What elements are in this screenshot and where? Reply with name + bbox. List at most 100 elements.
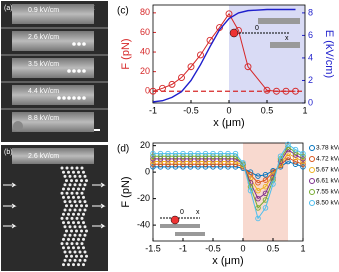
- particle: [83, 174, 87, 178]
- particle: [85, 204, 88, 208]
- particle: [67, 96, 71, 100]
- particle: [68, 208, 72, 212]
- data-point: [157, 150, 164, 157]
- data-point: [255, 205, 261, 211]
- y2-tick-label: 6: [308, 30, 313, 40]
- arrow: [3, 203, 17, 209]
- data-point: [178, 74, 185, 81]
- particle: [82, 42, 86, 46]
- particle: [68, 183, 72, 187]
- particle: [85, 179, 88, 183]
- panel-label: (c): [117, 6, 129, 17]
- particle: [72, 237, 75, 241]
- panel-label: (a): [4, 5, 13, 12]
- particle: [78, 183, 82, 187]
- data-point: [187, 63, 195, 71]
- particle: [68, 200, 72, 204]
- data-point: [262, 172, 269, 178]
- particle: [73, 225, 77, 229]
- particle: [62, 221, 65, 225]
- particle: [72, 42, 76, 46]
- particle: [65, 191, 69, 195]
- particle: [77, 187, 80, 191]
- arrow: [3, 223, 17, 229]
- inset-label: 0: [180, 209, 184, 216]
- data-point: [262, 205, 269, 211]
- data-point: [300, 153, 306, 159]
- particle: [75, 179, 78, 183]
- inset-c: 0 x: [229, 18, 300, 48]
- particle: [80, 179, 83, 183]
- data-point: [262, 177, 269, 183]
- particle: [78, 225, 82, 229]
- chart: 0 20 40 60 80 0 2 4 6 8 -1 -0.5 0 0.5 1 (c) x (μm) F (pN)…: [117, 4, 335, 129]
- y2-tick-label: 4: [308, 52, 313, 62]
- particle: [62, 237, 65, 241]
- particle: [77, 42, 81, 46]
- particle: [82, 187, 85, 191]
- particle: [62, 263, 65, 267]
- data-point: [217, 150, 224, 157]
- particle: [67, 221, 70, 225]
- data-point: [282, 87, 290, 95]
- particle: [75, 204, 78, 208]
- y-tick-label: -20: [137, 193, 150, 203]
- particle: [70, 216, 74, 220]
- inset-particle: [170, 215, 180, 225]
- particle: [72, 69, 76, 73]
- particle: [67, 69, 71, 73]
- x-tick-label: -1: [179, 243, 187, 253]
- data-point: [172, 150, 179, 157]
- image-b: [1, 145, 108, 271]
- particle: [63, 174, 67, 178]
- particle: [68, 233, 72, 237]
- y2-axis-label: E (kV/cm): [323, 30, 335, 78]
- particle: [70, 179, 73, 183]
- inset-shape: [258, 18, 300, 24]
- data-point: [195, 150, 201, 157]
- inset-shape: [175, 232, 205, 236]
- legend-label: 6.61 kV/cm: [316, 178, 339, 185]
- field-label: 3.5 kV/cm: [28, 61, 59, 68]
- data-point: [232, 150, 239, 157]
- y-tick-label: 0: [145, 86, 150, 96]
- particle: [80, 229, 83, 233]
- legend-marker: [309, 156, 315, 162]
- particle: [82, 263, 85, 267]
- legend-marker: [309, 200, 315, 206]
- particle: [77, 195, 80, 199]
- data-point: [210, 150, 216, 157]
- inset-label: 0: [255, 25, 259, 32]
- particle: [62, 96, 66, 100]
- inset-shape: [270, 42, 300, 48]
- data-point: [255, 179, 261, 186]
- x-tick-label: 0.5: [261, 105, 274, 115]
- particle: [67, 212, 70, 216]
- particle: [82, 212, 85, 216]
- data-point: [255, 195, 261, 202]
- image-band: [12, 112, 94, 132]
- x-tick-label: -0.5: [205, 243, 221, 253]
- particle: [67, 170, 70, 174]
- data-point: [149, 87, 157, 95]
- image-band: [12, 4, 94, 24]
- legend-marker: [309, 167, 315, 173]
- particle: [63, 183, 67, 187]
- particle: [75, 242, 79, 246]
- legend-marker: [309, 145, 315, 151]
- particle: [75, 229, 78, 233]
- particle: [77, 96, 81, 100]
- field-label: 2.6 kV/cm: [28, 34, 59, 41]
- particle: [68, 258, 72, 262]
- particle: [68, 174, 72, 178]
- particle: [63, 250, 67, 254]
- particle: [83, 183, 87, 187]
- x-tick-label: 1: [302, 105, 307, 115]
- particle: [73, 258, 77, 262]
- particle: [70, 204, 73, 208]
- particle: [65, 242, 69, 246]
- particle: [13, 121, 23, 131]
- particle: [85, 229, 88, 233]
- data-point: [300, 164, 306, 170]
